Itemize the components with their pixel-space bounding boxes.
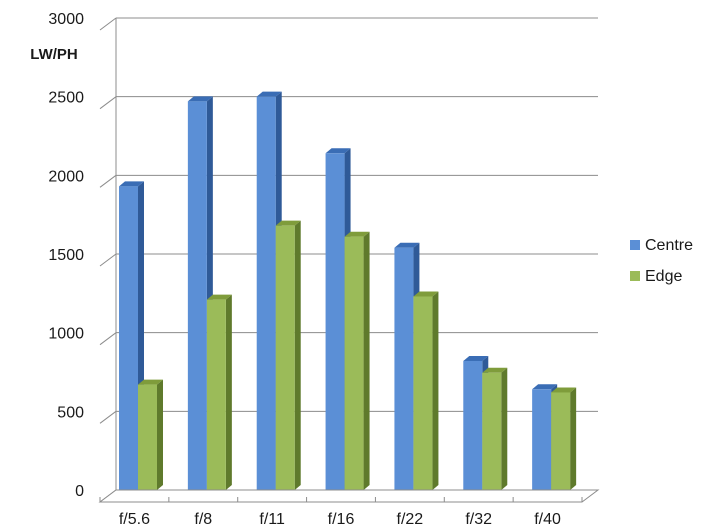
bar-side — [157, 379, 163, 490]
bar-side — [225, 294, 232, 490]
gridline-depth — [99, 174, 117, 188]
bar-side — [570, 387, 577, 490]
y-tick-label: 0 — [75, 483, 84, 500]
gridline-depth — [99, 96, 117, 110]
gridline-depth — [99, 253, 117, 267]
bar-front — [463, 360, 483, 490]
gridline-depth — [99, 410, 117, 424]
x-tick-label: f/11 — [259, 511, 285, 528]
bars — [119, 91, 577, 491]
bar-front — [187, 101, 207, 491]
bar-top — [413, 291, 439, 297]
x-tick-label: f/32 — [465, 511, 492, 528]
x-tick-label: f/40 — [534, 511, 561, 528]
bar-top — [394, 242, 420, 248]
bar-front — [206, 299, 226, 490]
bar-front — [413, 296, 433, 490]
y-tick-label: 1000 — [48, 326, 84, 343]
legend-item-centre: Centre — [630, 237, 693, 254]
legend-swatch — [630, 271, 640, 281]
bar-front — [138, 384, 157, 490]
y-tick-label: 2000 — [48, 168, 84, 185]
bar-top — [119, 181, 144, 187]
legend: Centre Edge — [630, 237, 693, 285]
bar-edge — [275, 220, 301, 490]
bar-side — [294, 220, 301, 490]
gridline-depth — [99, 332, 117, 346]
bar-edge — [413, 291, 439, 490]
bar-front — [275, 225, 295, 490]
y-axis-title: LW/PH — [30, 46, 78, 63]
x-tick-label: f/22 — [397, 511, 424, 528]
bar-edge — [138, 379, 163, 490]
y-tick-label: 3000 — [48, 11, 84, 28]
x-tick-label: f/16 — [328, 511, 355, 528]
bar-top — [325, 148, 351, 154]
bar-top — [463, 355, 489, 361]
bar-top — [206, 294, 232, 300]
bar-top — [256, 91, 282, 97]
bar-front — [119, 186, 138, 490]
y-tick-label: 500 — [57, 404, 84, 421]
legend-label: Edge — [645, 268, 682, 285]
legend-label: Centre — [645, 237, 693, 254]
y-tick-label: 2500 — [48, 90, 84, 107]
gridline-depth — [99, 17, 117, 31]
floor — [98, 489, 600, 503]
x-tick-label: f/5.6 — [119, 511, 150, 528]
y-axis: 0 500 1000 1500 2000 2500 3000 — [48, 11, 84, 500]
bar-front — [532, 389, 552, 490]
bar-top — [551, 387, 577, 393]
bar-front — [256, 96, 276, 491]
bar-edge — [206, 294, 232, 490]
bar-front — [482, 372, 502, 490]
bar-front — [344, 236, 364, 490]
bar-top — [344, 231, 370, 237]
bar-side — [432, 291, 439, 490]
x-tick-label: f/8 — [194, 511, 212, 528]
bar-top — [482, 367, 508, 373]
bar-front — [325, 153, 345, 490]
x-axis: f/5.6 f/8 f/11 f/16 f/22 f/32 f/40 — [98, 489, 600, 528]
bar-edge — [482, 367, 508, 490]
bar-front — [551, 392, 571, 490]
bar-front — [394, 247, 414, 490]
bar-top — [138, 379, 163, 385]
bar-top — [532, 384, 558, 390]
bar-top — [275, 220, 301, 226]
bar-edge — [344, 231, 370, 490]
legend-item-edge: Edge — [630, 268, 682, 285]
legend-swatch — [630, 240, 640, 250]
bar-edge — [551, 387, 577, 490]
bar-top — [187, 96, 213, 102]
bar-side — [363, 231, 370, 490]
y-tick-label: 1500 — [48, 247, 84, 264]
bar-side — [501, 367, 508, 490]
